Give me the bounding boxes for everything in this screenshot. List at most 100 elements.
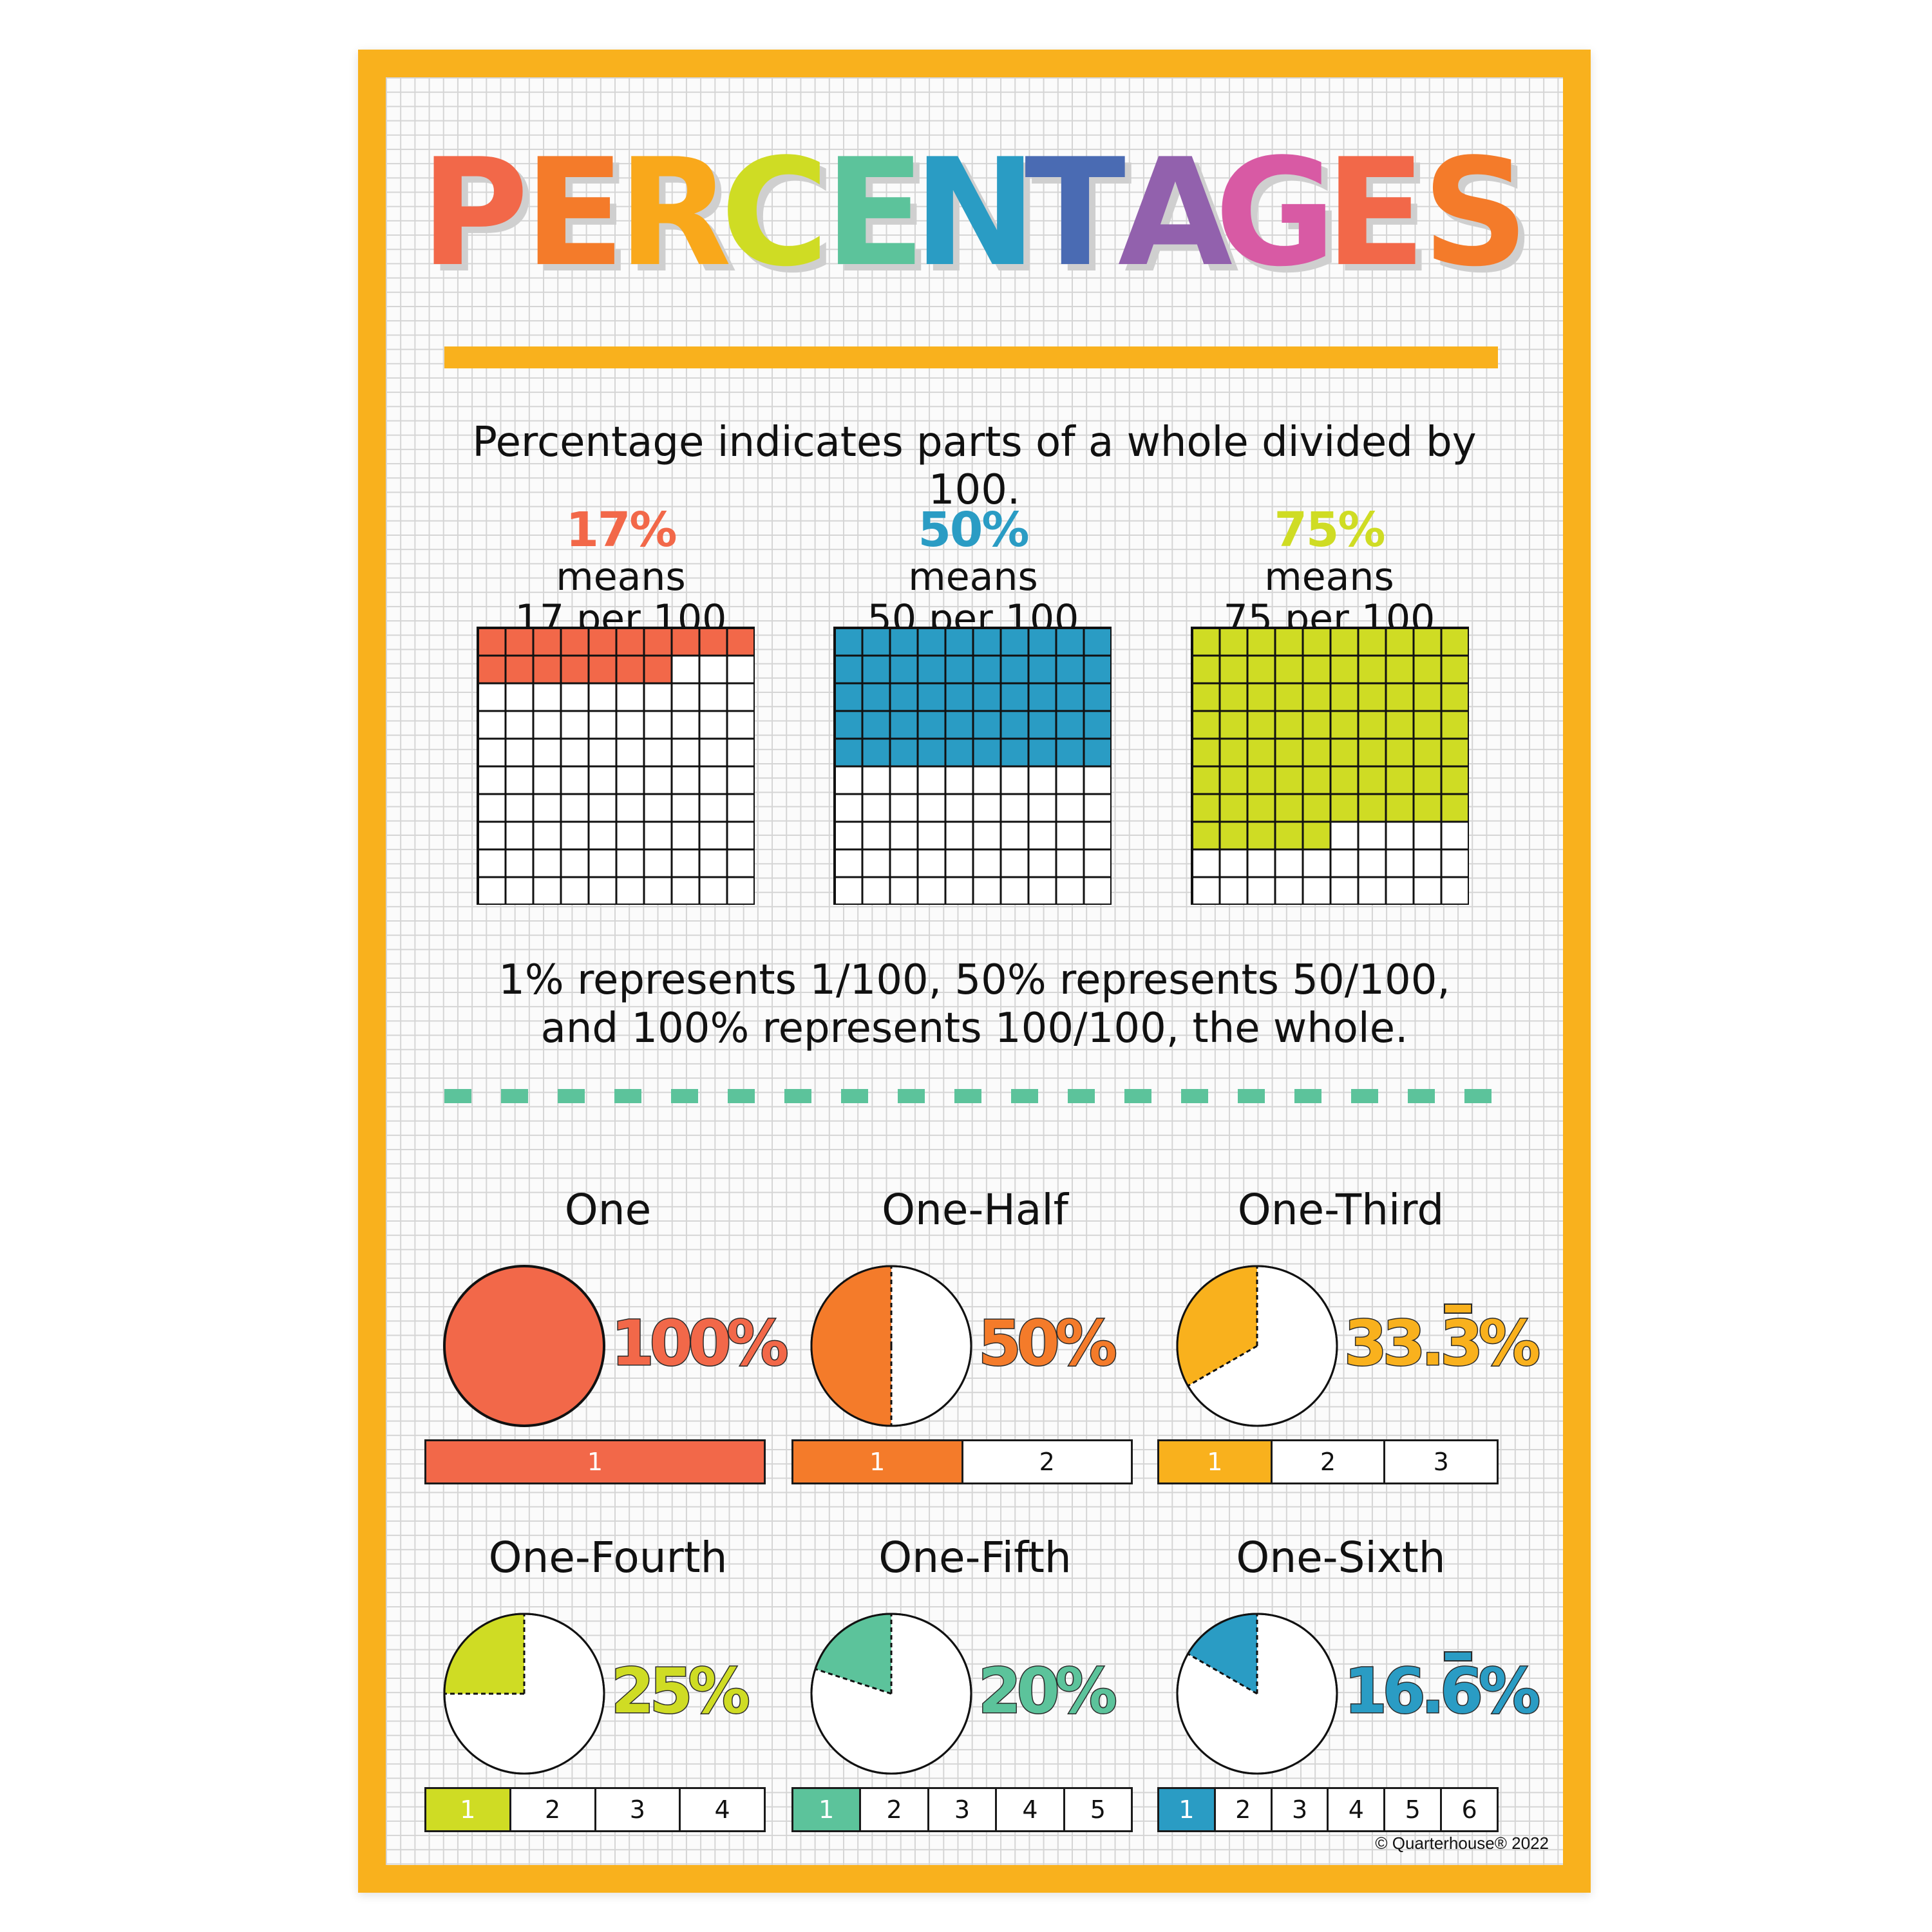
grid-cell — [1385, 848, 1415, 878]
grid-cell — [1412, 654, 1443, 685]
grid-cell — [1440, 654, 1469, 685]
grid-cell — [1329, 682, 1359, 712]
grid-cell — [504, 848, 535, 878]
percent-sign: % — [687, 1654, 751, 1728]
grid-cell — [670, 820, 701, 851]
grid-cell — [972, 848, 1002, 878]
intro-text: Percentage indicates parts of a whole di… — [472, 419, 1477, 514]
grid-cell — [1412, 793, 1443, 823]
grid-cell — [1246, 682, 1276, 712]
grid-cell — [1385, 765, 1415, 795]
fraction-name: One-Fourth — [488, 1533, 728, 1582]
grid-cell — [504, 793, 535, 823]
title-letter: G — [1215, 128, 1336, 283]
grid-cell — [833, 820, 864, 851]
grid-cell — [560, 737, 590, 768]
bar-segment: 3 — [594, 1789, 679, 1830]
grid-cell — [477, 737, 507, 768]
title-letter: E — [1325, 128, 1426, 283]
grid-cell — [1055, 820, 1085, 851]
grid-cell — [1055, 682, 1085, 712]
grid-cell — [1440, 682, 1469, 712]
grid-cell — [477, 710, 507, 740]
grid-cell — [999, 793, 1030, 823]
grid-cell — [944, 848, 974, 878]
grid-cell — [504, 876, 535, 905]
grid-cell — [972, 876, 1002, 905]
grid-cell — [615, 848, 645, 878]
grid-cell — [1440, 737, 1469, 768]
fraction-pie — [810, 1613, 972, 1775]
grid-cell — [1055, 627, 1085, 657]
example-means: means — [908, 554, 1038, 600]
grid-cell — [999, 876, 1030, 905]
copyright-text: © Quarterhouse® 2022 — [1375, 1833, 1549, 1853]
title-letter-shadow: R — [624, 134, 738, 283]
grid-cell — [1412, 820, 1443, 851]
grid-cell — [587, 820, 618, 851]
grid-cell — [972, 654, 1002, 685]
percent-sign: % — [1477, 1307, 1541, 1381]
grid-cell — [1412, 737, 1443, 768]
grid-cell — [1083, 820, 1112, 851]
grid-cell — [972, 737, 1002, 768]
grid-cell — [999, 654, 1030, 685]
grid-cell — [698, 876, 728, 905]
grid-cell — [560, 710, 590, 740]
grid-cell — [670, 876, 701, 905]
grid-cell — [1302, 765, 1332, 795]
grid-cell — [726, 820, 755, 851]
fraction-name: One-Third — [1237, 1185, 1444, 1235]
grid-cell — [916, 627, 947, 657]
grid-cell — [861, 654, 891, 685]
bar-segment: 2 — [1213, 1789, 1271, 1830]
hundred-grid-17 — [477, 627, 755, 905]
grid-cell — [972, 765, 1002, 795]
grid-cell — [916, 848, 947, 878]
grid-cell — [1246, 820, 1276, 851]
grid-cell — [532, 654, 562, 685]
grid-cell — [1055, 765, 1085, 795]
grid-cell — [643, 765, 673, 795]
grid-cell — [1083, 654, 1112, 685]
grid-cell — [726, 876, 755, 905]
grid-cell — [1027, 820, 1057, 851]
grid-cell — [1274, 820, 1304, 851]
grid-cell — [532, 820, 562, 851]
grid-cell — [1329, 876, 1359, 905]
grid-cell — [1027, 737, 1057, 768]
grid-cell — [1191, 876, 1221, 905]
repeating-bar — [1444, 1651, 1472, 1662]
grid-cell — [1083, 627, 1112, 657]
grid-cell — [1412, 710, 1443, 740]
title-letter-shadow: E — [1331, 134, 1432, 283]
grid-cell — [944, 627, 974, 657]
grid-cell — [889, 848, 919, 878]
grid-cell — [972, 820, 1002, 851]
grid-cell — [1083, 793, 1112, 823]
grid-cell — [1218, 820, 1249, 851]
grid-cell — [1412, 765, 1443, 795]
example-percent: 75% — [1274, 502, 1385, 558]
grid-cell — [726, 848, 755, 878]
grid-cell — [1329, 820, 1359, 851]
pie-slice — [443, 1265, 605, 1427]
grid-cell — [1191, 627, 1221, 657]
fraction-bar: 1 — [424, 1439, 766, 1484]
grid-cell — [1274, 737, 1304, 768]
grid-cell — [587, 848, 618, 878]
grid-cell — [1218, 737, 1249, 768]
bar-segment: 5 — [1063, 1789, 1132, 1830]
grid-cell — [1440, 627, 1469, 657]
grid-cell — [1246, 654, 1276, 685]
grid-cell — [1385, 793, 1415, 823]
grid-cell — [1274, 848, 1304, 878]
grid-cell — [1440, 710, 1469, 740]
fraction-name: One-Fifth — [878, 1533, 1072, 1582]
grid-cell — [615, 793, 645, 823]
represents-line-2: and 100% represents 100/100, the whole. — [540, 1005, 1408, 1052]
grid-cell — [999, 682, 1030, 712]
grid-cell — [861, 682, 891, 712]
bar-segment: 2 — [961, 1441, 1131, 1482]
grid-cell — [1218, 710, 1249, 740]
